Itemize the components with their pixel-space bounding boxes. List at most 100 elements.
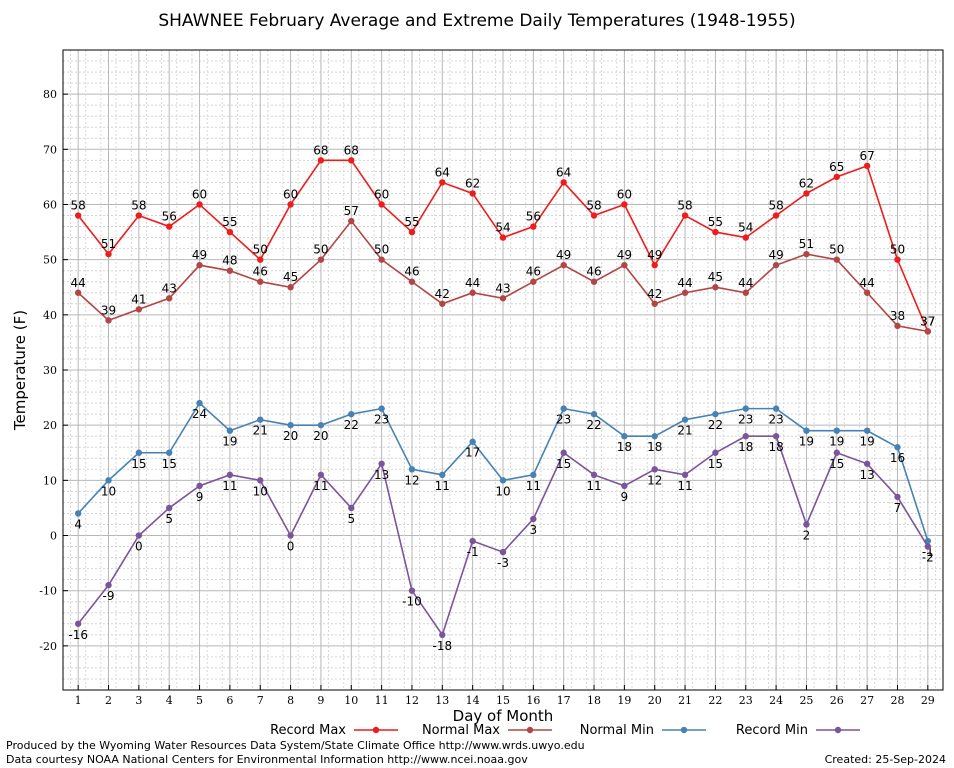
data-point [621, 433, 628, 440]
data-label: 15 [131, 457, 146, 471]
data-label: 60 [283, 187, 298, 201]
data-point [772, 261, 780, 269]
data-label: 2 [803, 528, 811, 542]
x-tick-label: 7 [257, 694, 264, 707]
data-label: 50 [829, 243, 844, 257]
data-point [439, 471, 446, 479]
data-label: 4 [74, 517, 82, 531]
data-point [226, 267, 234, 274]
x-tick-label: 27 [860, 694, 874, 707]
footer-created: Created: 25-Sep-2024 [825, 753, 946, 766]
data-point [105, 581, 112, 589]
x-tick-label: 6 [226, 694, 233, 707]
data-point [196, 201, 203, 208]
data-label: 16 [890, 451, 905, 465]
data-label: 15 [708, 457, 723, 471]
data-label: 11 [435, 479, 450, 493]
x-tick-label: 24 [769, 694, 783, 707]
data-point [135, 212, 143, 219]
data-point [772, 405, 780, 412]
y-tick-label: -10 [39, 585, 57, 598]
data-point [590, 212, 598, 219]
data-label: 49 [647, 248, 662, 262]
x-tick-label: 23 [739, 694, 753, 707]
data-label: 42 [647, 287, 662, 301]
data-point [166, 504, 173, 512]
data-label: 50 [253, 243, 268, 257]
x-tick-label: 1 [75, 694, 82, 707]
data-label: 49 [192, 248, 207, 262]
data-label: 50 [374, 243, 389, 257]
legend-marker [680, 726, 688, 734]
data-point [439, 631, 446, 639]
y-tick-label: 60 [43, 198, 57, 211]
data-label: -16 [68, 628, 88, 642]
data-point [833, 449, 840, 456]
x-tick-label: 9 [317, 694, 324, 707]
data-label: 10 [253, 484, 268, 498]
data-point [742, 433, 749, 440]
series-normal-max: 44 39 41 43 49 48 46 45 50 57 50 46 42 44 43 46 49 46 49 42… [71, 204, 935, 335]
data-point [530, 515, 537, 523]
data-label: 10 [495, 484, 510, 498]
legend-label: Record Max [270, 723, 346, 738]
data-point [590, 278, 598, 285]
data-label: 18 [617, 440, 632, 454]
data-label: 21 [253, 424, 268, 438]
data-label: 42 [435, 287, 450, 301]
data-label: 19 [799, 435, 814, 449]
data-point [408, 587, 416, 594]
x-axis: 1 2 3 4 5 6 7 8 9 10 11 12 13 14 15 16 17 18 19 20 21 22 23 24 2… [75, 685, 935, 707]
data-point [287, 201, 294, 208]
x-tick-label: 10 [344, 694, 358, 707]
data-point [469, 289, 476, 296]
data-point [742, 289, 749, 296]
data-point [257, 256, 264, 263]
data-label: 10 [101, 484, 116, 498]
data-label: 11 [677, 479, 692, 493]
data-label: 23 [738, 413, 753, 427]
data-label: -1 [922, 545, 934, 559]
data-label: 57 [344, 204, 359, 218]
data-label: 7 [894, 501, 902, 515]
legend-label: Record Min [736, 723, 808, 738]
data-point [378, 405, 385, 412]
data-point [378, 460, 385, 467]
data-point [317, 471, 325, 479]
legend: Record Max Normal Max Normal Min Record Min [270, 723, 860, 738]
x-tick-label: 25 [799, 694, 813, 707]
data-label: 50 [313, 243, 328, 257]
data-point [408, 466, 416, 473]
data-label: 44 [677, 276, 692, 290]
data-point [863, 289, 871, 296]
data-point [74, 620, 82, 627]
data-label: 64 [556, 165, 571, 179]
x-axis-label: Day of Month [453, 707, 554, 725]
data-point [560, 261, 567, 269]
data-label: 43 [162, 281, 177, 295]
data-label: 62 [799, 176, 814, 190]
data-label: 58 [586, 199, 601, 213]
data-label: 49 [556, 248, 571, 262]
data-label: 45 [708, 270, 723, 284]
data-point [863, 427, 871, 434]
data-label: 22 [708, 418, 723, 432]
data-point [74, 212, 82, 219]
data-point [681, 289, 689, 296]
data-point [651, 300, 658, 307]
series-record-min: -16 -9 0 5 9 11 10 0 11 5 13 -10 -18 -1 -3 3 15 11 9 12 11 15… [68, 433, 934, 653]
data-label: 58 [677, 199, 692, 213]
legend-item-normal-min: Normal Min [580, 723, 706, 738]
legend-marker [526, 726, 534, 734]
data-label: 60 [374, 187, 389, 201]
data-point [135, 532, 143, 539]
data-label: 51 [799, 237, 814, 251]
x-tick-label: 29 [921, 694, 935, 707]
data-label: 46 [404, 265, 419, 279]
data-point [105, 250, 112, 258]
data-point [863, 162, 871, 170]
data-point [226, 228, 234, 236]
grid [63, 49, 943, 691]
data-label: 11 [586, 479, 601, 493]
